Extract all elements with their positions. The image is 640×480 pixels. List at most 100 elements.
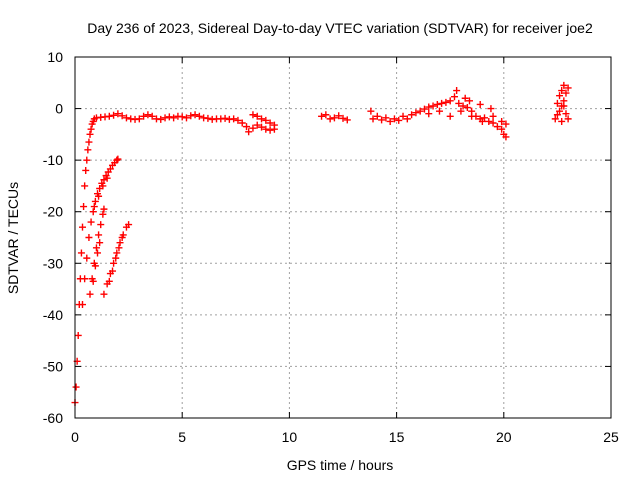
data-point: [425, 103, 433, 111]
data-point: [95, 192, 103, 200]
data-point: [330, 114, 338, 122]
data-point: [191, 111, 199, 119]
y-tick-label: -50: [43, 358, 63, 374]
data-point: [498, 125, 506, 133]
data-point: [118, 112, 126, 120]
data-point: [403, 115, 411, 123]
data-point: [87, 125, 95, 133]
y-tick-label: -30: [43, 255, 63, 271]
data-point: [485, 117, 493, 125]
data-point: [245, 128, 253, 136]
data-point: [103, 174, 111, 182]
data-point: [109, 267, 117, 275]
x-tick-label: 10: [282, 429, 298, 445]
data-point: [551, 115, 559, 123]
x-tick-label: 15: [389, 429, 405, 445]
data-point: [369, 115, 377, 123]
y-tick-label: -40: [43, 307, 63, 323]
data-point: [266, 126, 274, 134]
data-point: [562, 110, 570, 118]
data-point: [135, 115, 143, 123]
data-point: [262, 116, 270, 124]
data-point: [82, 166, 90, 174]
data-point: [258, 115, 266, 123]
data-point: [112, 254, 120, 262]
y-tick-label: -10: [43, 152, 63, 168]
data-point: [446, 112, 454, 120]
data-point: [230, 115, 238, 123]
data-point: [408, 111, 416, 119]
data-point: [125, 221, 133, 229]
grid-lines: [75, 57, 611, 418]
data-point: [386, 117, 394, 125]
data-point: [335, 112, 343, 120]
data-point: [113, 156, 121, 164]
data-point: [100, 290, 108, 298]
data-point: [122, 114, 130, 122]
data-point: [390, 115, 398, 123]
data-point: [170, 114, 178, 122]
data-point: [270, 121, 278, 129]
data-point: [556, 92, 564, 100]
data-point: [86, 130, 94, 138]
data-point: [258, 123, 266, 131]
data-point: [498, 117, 506, 125]
data-point: [80, 203, 88, 211]
data-point: [382, 114, 390, 122]
data-point: [83, 156, 91, 164]
data-point: [339, 114, 347, 122]
data-point: [560, 81, 568, 89]
data-point: [562, 89, 570, 97]
data-point: [161, 114, 169, 122]
data-point: [455, 99, 463, 107]
data-point: [481, 114, 489, 122]
data-point: [378, 116, 386, 124]
data-point: [249, 124, 257, 132]
data-point: [266, 119, 274, 127]
x-tick-label: 5: [178, 429, 186, 445]
data-point: [493, 123, 501, 131]
data-point: [465, 97, 473, 105]
data-point: [91, 197, 99, 205]
data-point: [395, 116, 403, 124]
data-point: [446, 97, 454, 105]
data-point: [106, 165, 114, 173]
data-point: [99, 182, 107, 190]
data-point: [148, 112, 156, 120]
data-point: [318, 112, 326, 120]
chart-title: Day 236 of 2023, Sidereal Day-to-day VTE…: [87, 20, 593, 36]
data-point: [429, 102, 437, 110]
data-point: [85, 234, 93, 241]
data-point: [99, 210, 107, 218]
data-point: [253, 112, 261, 120]
x-tick-labels: 0 5 10 15 20 25: [71, 429, 619, 445]
data-point: [435, 107, 443, 115]
data-point: [89, 277, 97, 285]
data-point: [457, 107, 465, 115]
data-point: [453, 87, 461, 95]
data-point: [502, 133, 510, 141]
y-tick-labels: -60 -50 -40 -30 -20 -10 0 10: [43, 49, 63, 426]
data-point: [72, 383, 80, 391]
data-point: [115, 244, 123, 252]
data-point: [489, 112, 497, 120]
data-point: [100, 205, 108, 213]
data-point: [105, 112, 113, 120]
plot-frame: [74, 56, 612, 419]
data-point: [87, 218, 95, 226]
x-tick-label: 0: [71, 429, 79, 445]
data-point: [74, 331, 82, 339]
data-point: [425, 110, 433, 118]
y-tick-label: 0: [55, 101, 63, 117]
data-point: [178, 113, 186, 121]
data-point: [85, 138, 93, 146]
data-point: [234, 116, 242, 124]
data-point: [91, 262, 99, 270]
data-point: [81, 275, 89, 283]
data-point: [243, 123, 251, 131]
x-tick-label: 20: [496, 429, 512, 445]
data-point: [187, 112, 195, 120]
data-point: [114, 155, 122, 163]
data-point: [450, 93, 458, 101]
data-point: [420, 105, 428, 113]
